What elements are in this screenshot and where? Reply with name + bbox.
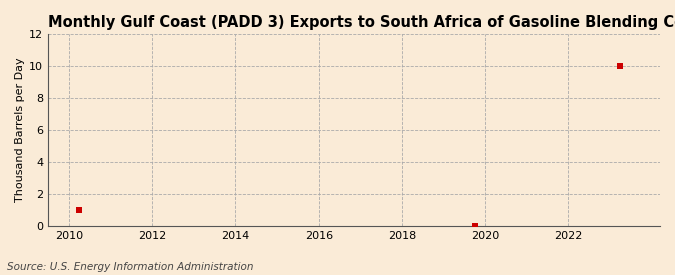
Text: Monthly Gulf Coast (PADD 3) Exports to South Africa of Gasoline Blending Compone: Monthly Gulf Coast (PADD 3) Exports to S…: [48, 15, 675, 30]
Y-axis label: Thousand Barrels per Day: Thousand Barrels per Day: [15, 57, 25, 202]
Text: Source: U.S. Energy Information Administration: Source: U.S. Energy Information Administ…: [7, 262, 253, 272]
